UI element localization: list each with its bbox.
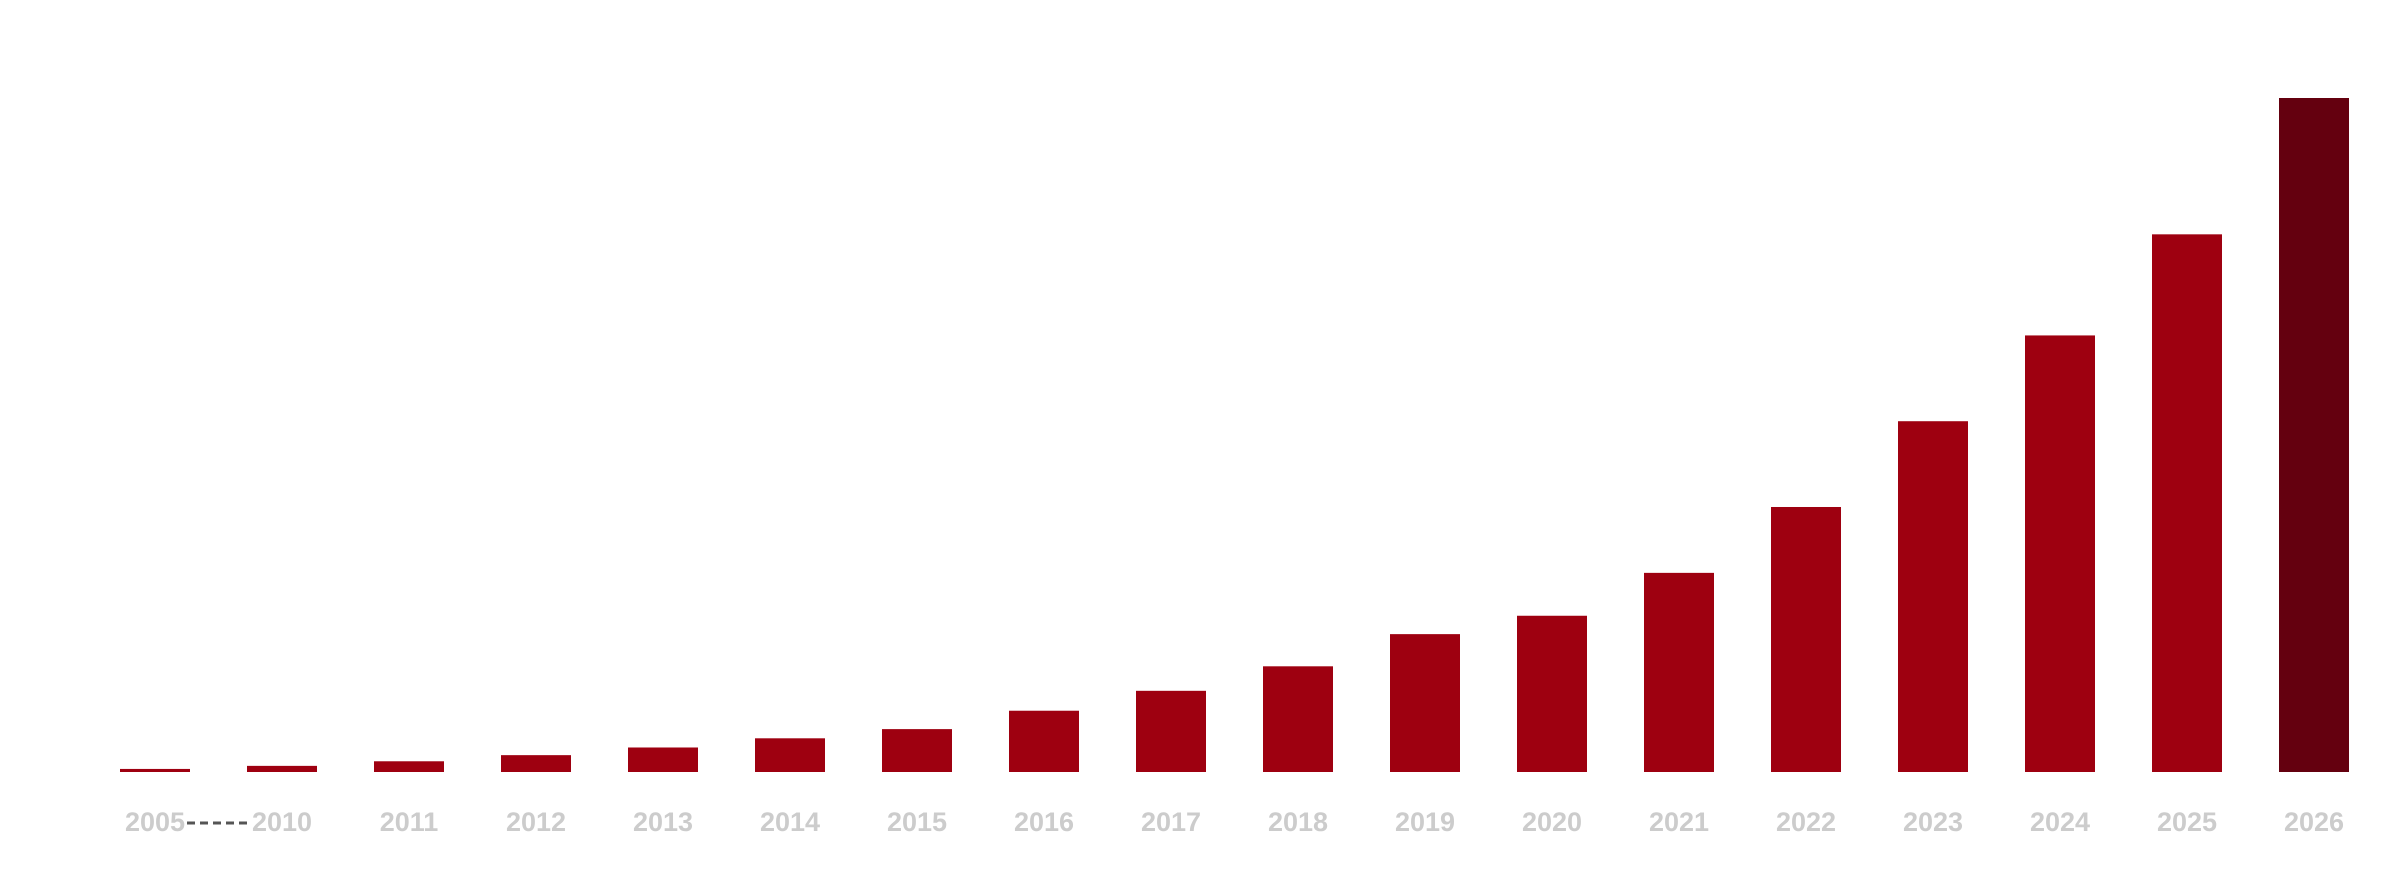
x-tick-label: 2026 — [2284, 807, 2344, 837]
x-tick-label: 2025 — [2157, 807, 2217, 837]
x-tick-label: 2024 — [2030, 807, 2090, 837]
bar — [882, 729, 952, 772]
bar — [501, 755, 571, 772]
bar — [1771, 506, 1841, 772]
bar — [120, 768, 190, 772]
bar — [247, 765, 317, 772]
bar — [2025, 335, 2095, 772]
x-tick-label: 2010 — [252, 807, 312, 837]
x-tick-label: 2013 — [633, 807, 693, 837]
x-tick-label: 2015 — [887, 807, 947, 837]
bar — [2152, 234, 2222, 773]
bar — [1136, 690, 1206, 772]
x-tick-label: 2017 — [1141, 807, 1201, 837]
x-tick-label: 2021 — [1649, 807, 1709, 837]
x-tick-label: 2011 — [380, 807, 439, 837]
bar — [1390, 634, 1460, 772]
bar — [1644, 572, 1714, 772]
x-tick-label: 2012 — [506, 807, 566, 837]
bar — [628, 747, 698, 772]
x-tick-label: 2018 — [1268, 807, 1328, 837]
x-tick-label: 2022 — [1776, 807, 1836, 837]
x-tick-label: 2016 — [1014, 807, 1074, 837]
x-tick-label: 2019 — [1395, 807, 1455, 837]
x-tick-label: 2023 — [1903, 807, 1963, 837]
bar — [1009, 710, 1079, 772]
bar — [755, 738, 825, 772]
bar — [2279, 98, 2349, 772]
bar — [374, 761, 444, 772]
x-tick-label: 2014 — [760, 807, 820, 837]
x-tick-label: 2020 — [1522, 807, 1582, 837]
x-tick-label: 2005 — [125, 807, 185, 837]
bar — [1263, 666, 1333, 772]
bar — [1898, 421, 1968, 772]
bar — [1517, 615, 1587, 772]
